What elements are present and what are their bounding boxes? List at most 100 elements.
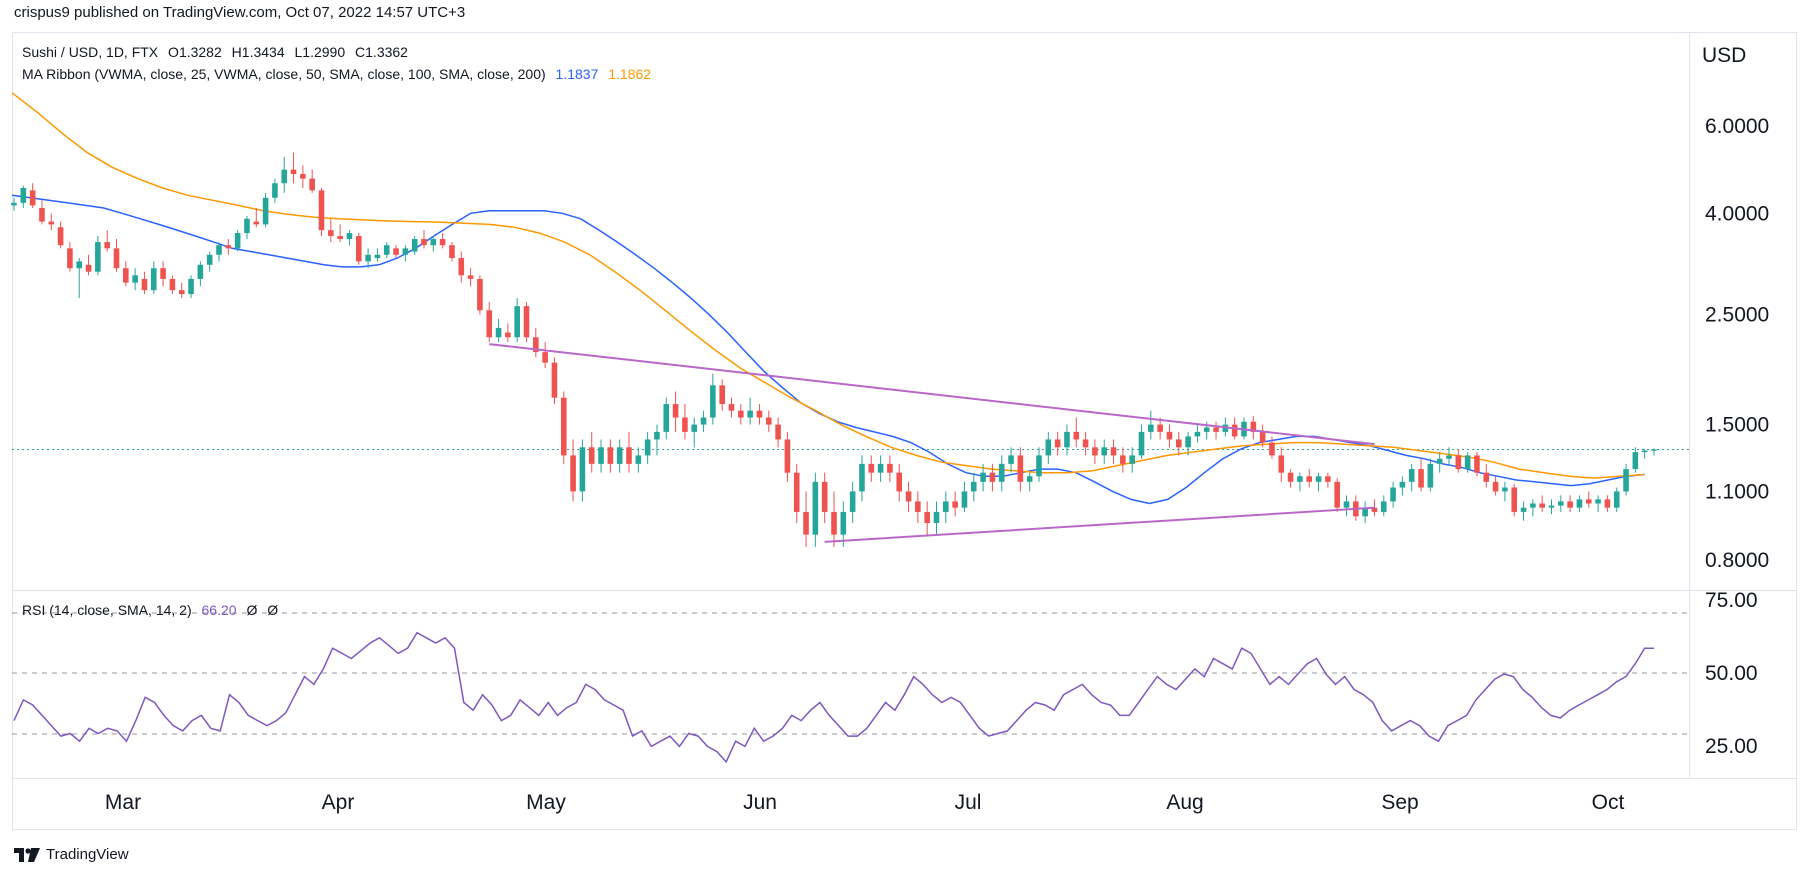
candle-body: [11, 202, 17, 206]
candle: [290, 152, 297, 184]
candle: [309, 169, 315, 193]
tradingview-logo-icon: [14, 847, 40, 862]
candle: [57, 221, 64, 249]
candle: [691, 417, 698, 448]
price-axis[interactable]: 6.0000 4.0000 2.5000 1.5000 1.1000 0.8000: [1705, 115, 1769, 572]
candle-body: [411, 239, 418, 252]
candle: [113, 239, 120, 272]
candle-body: [1036, 455, 1042, 477]
time-axis[interactable]: Mar Apr May Jun Jul Aug Sep Oct: [105, 791, 1625, 814]
price-tick-label: 1.5000: [1705, 414, 1769, 437]
candle: [859, 455, 865, 502]
candle: [1558, 495, 1564, 512]
rsi-tick-label: 75.00: [1705, 589, 1758, 612]
candle-body: [29, 190, 36, 206]
candle: [123, 261, 129, 287]
candles[interactable]: [11, 152, 1657, 547]
candle-body: [765, 417, 772, 425]
candle: [728, 397, 735, 418]
candle: [1362, 501, 1368, 523]
candle: [672, 391, 679, 432]
candle: [1446, 447, 1452, 466]
candle: [719, 379, 725, 411]
candle-body: [244, 218, 250, 234]
candle: [1585, 491, 1592, 508]
ma-slow-value: 1.1862: [608, 66, 652, 82]
candle: [402, 245, 409, 262]
candle-body: [234, 233, 241, 249]
rsi-label: RSI (14, close, SMA, 14, 2): [22, 602, 192, 618]
candle-body: [700, 417, 707, 425]
candle: [784, 431, 791, 482]
candle-body: [1129, 455, 1135, 464]
candle-body: [672, 404, 679, 418]
candle-body: [831, 511, 837, 535]
candle: [1306, 469, 1313, 488]
candle: [952, 491, 958, 517]
candle-body: [691, 424, 698, 432]
candle: [775, 417, 781, 448]
candle: [421, 230, 427, 249]
candle-body: [1418, 469, 1424, 488]
candle-body: [1483, 472, 1490, 482]
candle-body: [95, 242, 101, 272]
candle-body: [915, 501, 921, 512]
candle-body: [141, 278, 148, 291]
rsi-legend[interactable]: RSI (14, close, SMA, 14, 2) 66.20 Ø Ø: [22, 602, 278, 618]
candle-body: [85, 264, 92, 272]
candle-body: [495, 327, 502, 338]
candle-body: [309, 178, 315, 191]
candle: [1641, 448, 1648, 459]
candle: [318, 187, 325, 237]
tradingview-watermark[interactable]: TradingView: [14, 846, 129, 863]
candle-body: [1213, 427, 1219, 432]
candle: [1129, 447, 1135, 473]
candle: [700, 410, 707, 432]
candle-body: [439, 239, 446, 246]
candle-body: [365, 254, 371, 262]
candle: [961, 481, 968, 512]
candle: [1297, 472, 1303, 492]
open-label: O: [168, 44, 179, 60]
rsi-axis[interactable]: 75.00 50.00 25.00: [1705, 589, 1758, 758]
candle: [1110, 439, 1117, 464]
candle-body: [67, 248, 73, 269]
candle-body: [262, 197, 269, 225]
candle-body: [626, 447, 632, 464]
candle: [505, 323, 511, 343]
candle: [1166, 424, 1173, 448]
candle-body: [1269, 442, 1275, 456]
candle-body: [188, 278, 194, 295]
candle-body: [905, 491, 912, 502]
candle: [1064, 424, 1070, 456]
candle: [626, 431, 632, 473]
candle-body: [1464, 455, 1471, 470]
candle-body: [300, 174, 306, 179]
candle: [989, 463, 996, 492]
candle-body: [1613, 491, 1620, 508]
candle-body: [560, 397, 567, 456]
candle-body: [253, 221, 260, 225]
candle-body: [719, 385, 725, 405]
rsi-tick-label: 50.00: [1705, 662, 1758, 685]
trendlines[interactable]: [489, 343, 1375, 543]
candle: [1455, 448, 1462, 473]
rsi-value: 66.20: [201, 602, 237, 618]
candle: [1148, 410, 1154, 440]
candle-body: [355, 236, 362, 262]
ma-ribbon-legend[interactable]: MA Ribbon (VWMA, close, 25, VWMA, close,…: [22, 66, 651, 82]
candle-body: [486, 310, 493, 338]
candle: [533, 327, 539, 358]
candle-body: [542, 352, 548, 363]
candle-body: [1408, 469, 1415, 482]
candle-body: [449, 245, 455, 259]
candle-body: [998, 463, 1005, 482]
candle-body: [924, 511, 930, 523]
candle-body: [1259, 431, 1266, 443]
candle: [1567, 495, 1573, 512]
symbol-legend[interactable]: Sushi / USD, 1D, FTX O1.3282 H1.3434 L1.…: [22, 44, 408, 60]
candle: [458, 251, 465, 283]
candle: [980, 463, 986, 492]
candle-body: [868, 463, 875, 473]
